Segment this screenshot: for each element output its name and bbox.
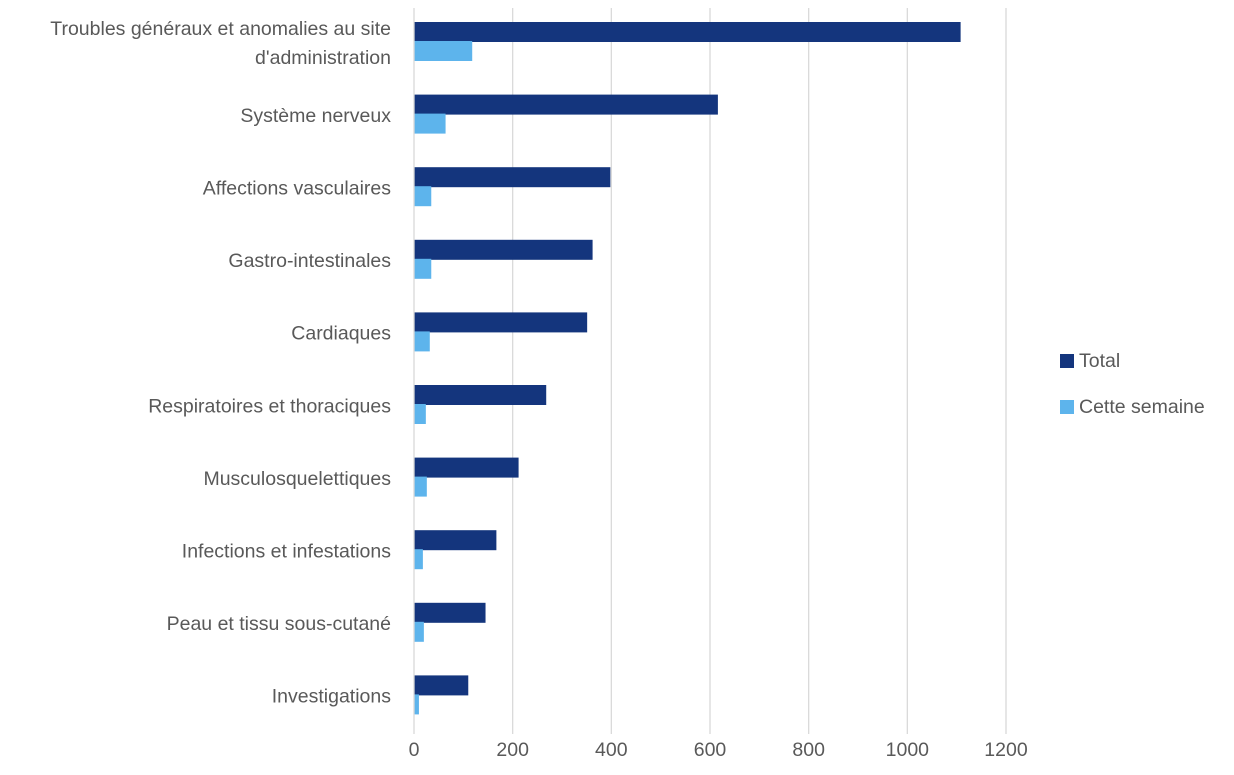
category-label: Infections et infestations [182,541,391,563]
x-tick-label: 1000 [886,739,930,761]
category-label: Système nerveux [240,105,391,127]
x-tick-label: 1200 [984,739,1028,761]
x-tick-label: 800 [792,739,825,761]
bars [414,22,961,715]
bar-cette-semaine [414,549,423,570]
bar-total [414,22,961,42]
bar-total [414,457,519,478]
category-label: Respiratoires et thoraciques [148,395,391,417]
bar-total [414,675,469,696]
bar-cette-semaine [414,621,424,642]
category-label: Investigations [272,686,391,708]
category-label: Affections vasculaires [203,178,391,200]
bar-total [414,602,486,623]
legend-swatch [1060,400,1074,414]
legend-label: Cette semaine [1079,396,1205,418]
bar-total [414,239,593,260]
category-label: d'administration [255,47,391,69]
x-tick-label: 600 [694,739,727,761]
bar-cette-semaine [414,404,426,424]
bar-total [414,167,611,188]
x-tick-labels: 0 200 400 600 800 1000 1200 [409,739,1028,761]
bar-cette-semaine [414,476,427,497]
bar-total [414,530,497,551]
legend-swatch [1060,354,1074,368]
x-tick-label: 0 [409,739,420,761]
bar-cette-semaine [414,113,446,134]
legend-label: Total [1079,350,1120,372]
legend: Total Cette semaine [1060,350,1205,418]
bar-total [414,94,718,115]
bar-cette-semaine [414,41,473,61]
category-labels: Troubles généraux et anomalies au site d'… [50,18,391,708]
category-label: Cardiaques [291,323,391,345]
category-label: Musculosquelettiques [203,468,391,490]
gridlines [512,8,1007,734]
bar-cette-semaine [414,258,432,279]
x-tick-label: 200 [496,739,529,761]
bar-total [414,385,547,405]
bar-cette-semaine [414,186,432,207]
category-label: Gastro-intestinales [228,250,391,272]
category-label: Peau et tissu sous-cutané [167,613,391,635]
x-tick-label: 400 [595,739,628,761]
category-label: Troubles généraux et anomalies au site [50,18,391,40]
bar-cette-semaine [414,694,419,715]
bar-total [414,312,588,333]
bar-cette-semaine [414,331,430,352]
